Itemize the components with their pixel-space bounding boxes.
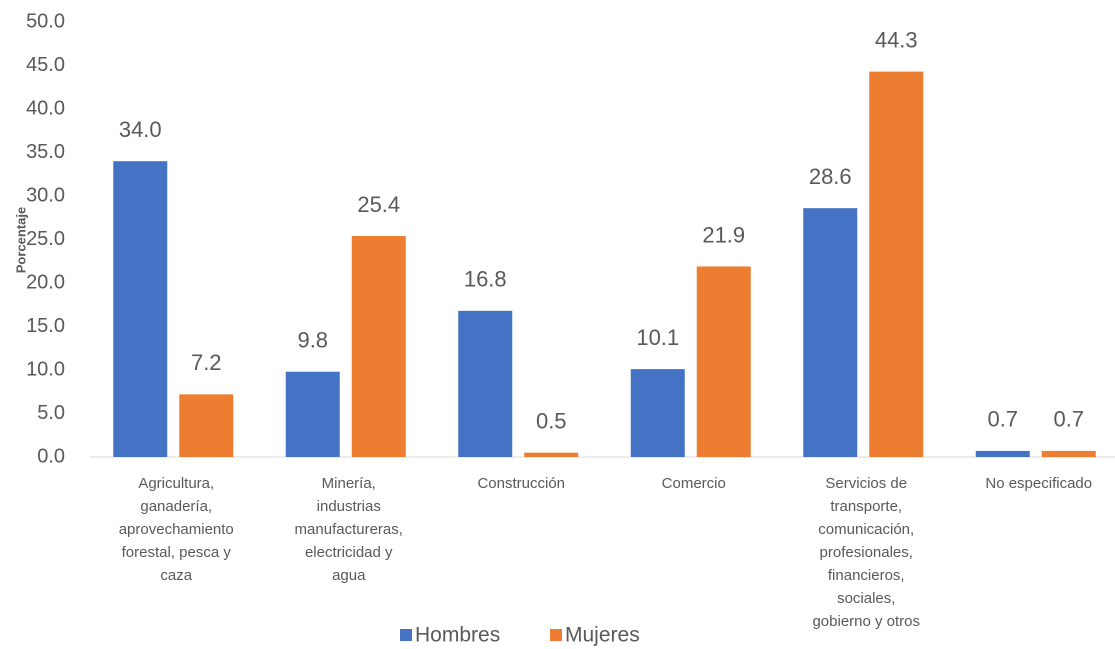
y-tick-label: 35.0 [26,141,65,163]
value-label: 21.9 [702,222,745,247]
value-label: 28.6 [809,164,852,189]
y-tick-label: 30.0 [26,184,65,206]
value-label: 25.4 [357,192,400,217]
x-tick-label: Minería, industrias manufactureras, electri… [295,475,403,584]
bar [696,266,751,457]
value-label: 10.1 [636,325,679,350]
legend-swatch [400,629,412,641]
bar [869,71,924,457]
value-label: 0.7 [987,407,1018,432]
bar [975,450,1030,457]
bar [1041,450,1096,457]
value-label: 16.8 [464,267,507,292]
y-tick-label: 5.0 [37,402,65,424]
value-label: 0.7 [1053,407,1084,432]
y-tick-label: 45.0 [26,54,65,76]
bar [458,310,513,457]
x-tick-label: Construcción [477,475,565,492]
y-tick-label: 25.0 [26,228,65,250]
y-tick-label: 40.0 [26,97,65,119]
x-tick-label: No especificado [985,475,1092,492]
bar [803,208,858,457]
value-label: 34.0 [119,117,162,142]
legend-swatch [550,629,562,641]
y-tick-label: 50.0 [26,10,65,32]
value-label: 7.2 [191,350,222,375]
bar [351,236,406,457]
bar [179,394,234,457]
legend-label: Hombres [415,624,500,647]
bar [630,369,685,457]
y-tick-label: 20.0 [26,271,65,293]
legend-label: Mujeres [565,624,640,647]
y-tick-label: 10.0 [26,358,65,380]
x-tick-label: Agricultura, ganadería, aprovechamiento for… [119,475,234,584]
y-tick-label: 0.0 [37,445,65,467]
value-label: 0.5 [536,408,567,433]
value-label: 44.3 [875,27,918,52]
value-label: 9.8 [297,328,328,353]
x-tick-label: Servicios de transporte, comunicación, prof… [812,475,920,630]
y-tick-label: 15.0 [26,315,65,337]
y-axis-label: Porcentaje [13,207,28,273]
x-tick-label: Comercio [662,475,726,492]
bar [113,161,168,457]
bar [285,371,340,457]
bar [524,452,579,457]
